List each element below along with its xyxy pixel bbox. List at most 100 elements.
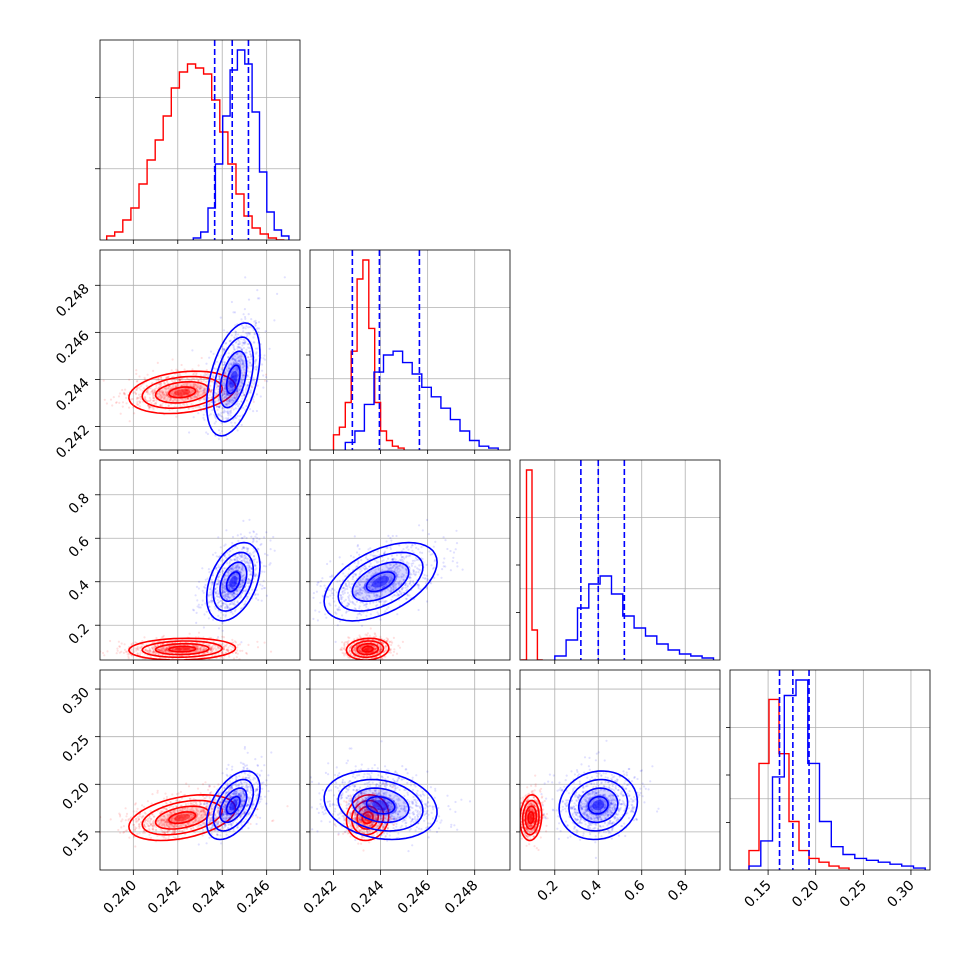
contour-line: [345, 637, 390, 660]
scatter-point: [103, 398, 106, 401]
scatter-point: [148, 649, 151, 652]
scatter-point: [150, 802, 153, 805]
scatter-point: [218, 806, 221, 809]
scatter-point: [192, 385, 195, 388]
scatter-point: [196, 385, 199, 388]
scatter-point: [236, 390, 239, 393]
scatter-point: [151, 388, 154, 391]
scatter-point: [355, 645, 358, 648]
scatter-point: [171, 648, 174, 651]
scatter-point: [137, 648, 140, 651]
scatter-point: [205, 651, 208, 654]
scatter-point: [209, 792, 212, 795]
scatter-point: [217, 398, 221, 401]
scatter-point: [200, 808, 203, 811]
scatter-point: [117, 640, 120, 643]
scatter-point: [217, 820, 220, 824]
scatter-point: [196, 810, 199, 813]
scatter-point: [216, 385, 220, 388]
scatter-point: [179, 790, 182, 794]
scatter-point: [125, 829, 128, 832]
scatter-point: [347, 636, 350, 639]
scatter-point: [158, 390, 161, 393]
scatter-point: [186, 822, 189, 825]
scatter-point: [528, 843, 531, 846]
scatter-point: [209, 648, 212, 651]
scatter-point: [199, 802, 202, 805]
scatter-point: [138, 818, 141, 821]
scatter-point: [194, 801, 197, 804]
scatter-point: [205, 643, 208, 646]
scatter-point: [210, 646, 213, 649]
scatter-point: [386, 639, 389, 642]
scatter-point: [230, 407, 233, 410]
scatter-point: [171, 823, 174, 827]
scatter-point: [174, 836, 177, 839]
scatter-point: [361, 822, 364, 825]
scatter-point: [159, 376, 163, 379]
scatter-point: [195, 650, 198, 653]
scatter-point: [384, 645, 387, 648]
scatter-point: [121, 388, 124, 392]
scatter-point: [202, 803, 205, 806]
scatter-point: [256, 816, 259, 819]
scatter-point: [198, 387, 201, 390]
scatter-point: [141, 643, 144, 646]
scatter-point: [210, 389, 213, 392]
scatter-point: [187, 393, 190, 396]
scatter-point: [161, 646, 164, 649]
scatter-point: [203, 652, 206, 655]
scatter-point: [381, 657, 384, 660]
scatter-point: [196, 390, 199, 393]
scatter-point: [250, 385, 253, 389]
scatter-point: [166, 397, 169, 401]
scatter-point: [152, 395, 155, 398]
scatter-point: [163, 381, 166, 384]
scatter-point: [210, 647, 213, 651]
scatter-point: [216, 408, 219, 411]
scatter-point: [192, 396, 195, 399]
scatter-point: [179, 809, 182, 812]
scatter-point: [178, 830, 181, 833]
scatter-point: [160, 821, 163, 824]
scatter-point: [173, 820, 176, 823]
scatter-point: [202, 649, 205, 652]
scatter-point: [127, 657, 130, 660]
scatter-point: [156, 648, 160, 651]
scatter-point: [166, 820, 169, 823]
scatter-point: [256, 788, 259, 791]
scatter-point: [195, 818, 198, 821]
scatter-point: [392, 823, 395, 827]
scatter-point: [132, 819, 135, 822]
scatter-point: [164, 648, 167, 651]
scatter-point: [123, 830, 126, 834]
scatter-point: [203, 387, 206, 390]
scatter-point: [209, 390, 212, 393]
scatter-point: [242, 374, 245, 377]
scatter-point: [166, 376, 169, 379]
scatter-point: [375, 647, 378, 651]
scatter-point: [221, 650, 224, 653]
scatter-point: [145, 391, 148, 394]
scatter-point: [222, 647, 225, 651]
scatter-point: [210, 390, 213, 393]
scatter-point: [355, 802, 358, 805]
scatter-point: [212, 644, 215, 647]
scatter-point: [159, 403, 162, 406]
scatter-point: [221, 394, 224, 397]
scatter-point: [115, 401, 118, 404]
scatter-point: [120, 826, 123, 829]
scatter-point: [349, 812, 352, 815]
scatter-point: [356, 825, 359, 828]
scatter-point: [148, 829, 151, 832]
scatter-point: [158, 649, 161, 652]
scatter-point: [153, 646, 156, 649]
scatter-point: [151, 390, 154, 393]
scatter-point: [152, 822, 155, 825]
scatter-point: [148, 833, 151, 836]
scatter-point: [160, 648, 163, 652]
scatter-point: [151, 647, 154, 651]
scatter-point: [133, 412, 136, 415]
scatter-point: [168, 829, 171, 832]
scatter-point: [202, 809, 205, 812]
